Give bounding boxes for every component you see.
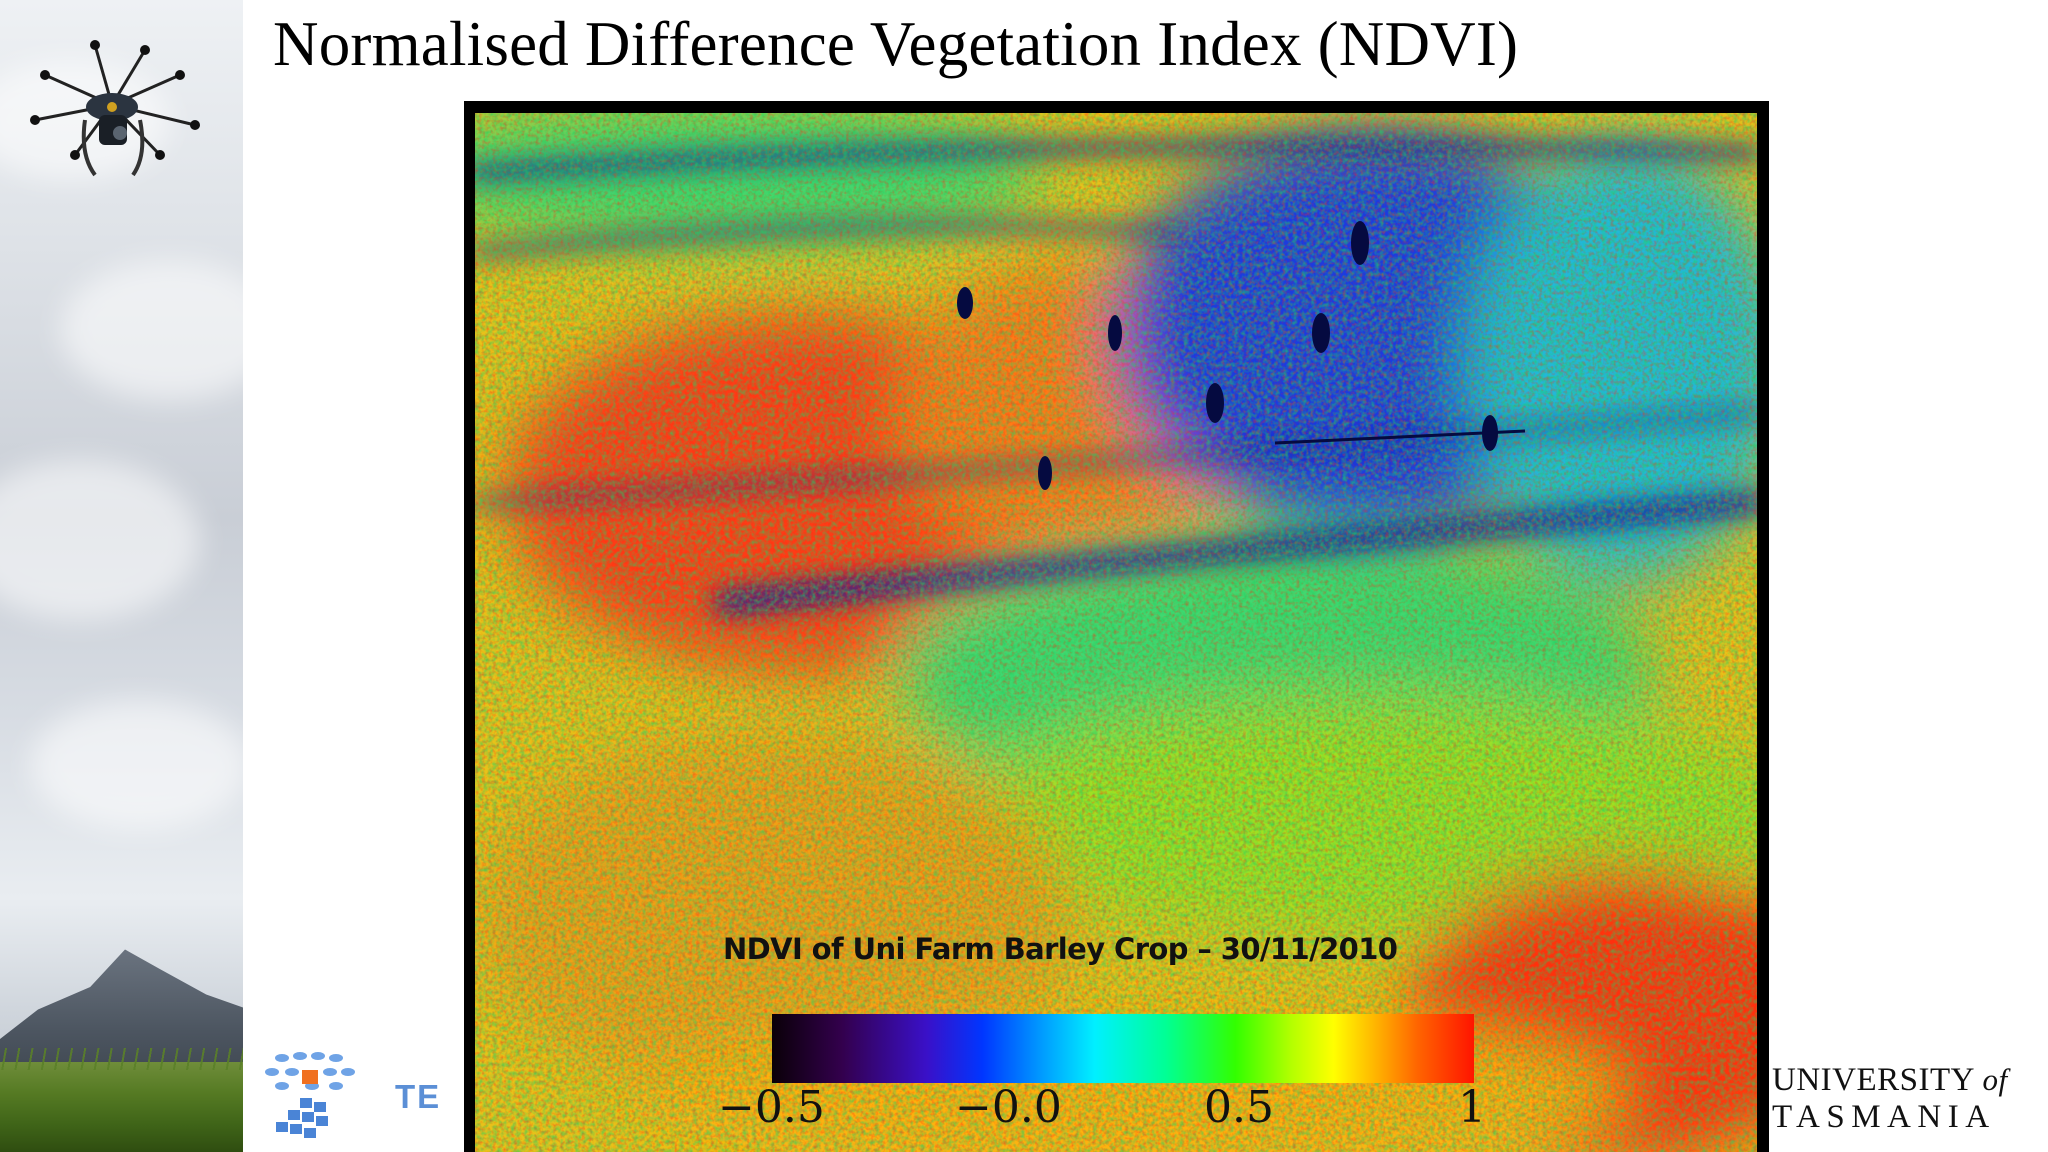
tern-logo-text: TE	[395, 1078, 442, 1115]
grass-illustration	[0, 1048, 243, 1152]
slide-title: Normalised Difference Vegetation Index (…	[273, 9, 1519, 79]
university-logo-of: of	[1982, 1062, 2008, 1097]
university-logo-line1: UNIVERSITY	[1772, 1062, 1974, 1098]
side-photo-strip	[0, 0, 243, 1152]
ndvi-colorbar	[772, 1014, 1474, 1083]
colorbar-tick-zero: −0.0	[955, 1082, 1062, 1133]
ndvi-image-frame	[464, 101, 1769, 1152]
drone-icon	[30, 40, 200, 177]
colorbar-tick-half: 0.5	[1204, 1082, 1274, 1133]
figure-caption: NDVI of Uni Farm Barley Crop – 30/11/201…	[723, 932, 1398, 966]
colorbar-tick-min: −0.5	[718, 1082, 825, 1133]
ndvi-map-image	[475, 113, 1757, 1152]
colorbar-tick-max: 1	[1458, 1082, 1486, 1133]
university-logo: UNIVERSITY of TASMANIA	[1772, 1064, 2008, 1134]
tern-logo-icon	[265, 1052, 355, 1138]
university-logo-line2: TASMANIA	[1772, 1099, 1996, 1135]
